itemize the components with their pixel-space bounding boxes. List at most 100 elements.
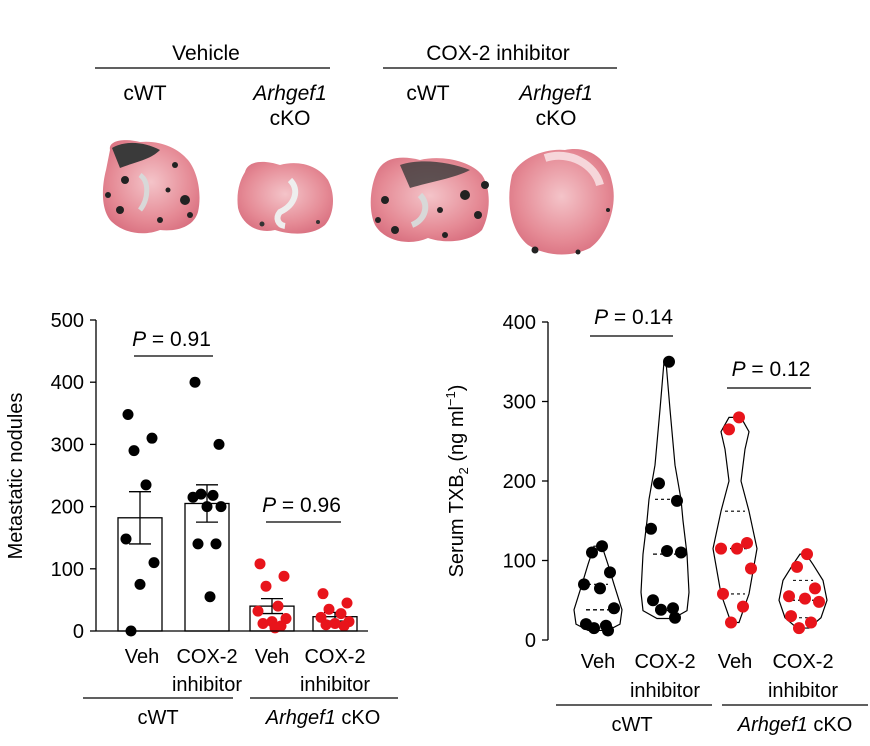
left-chart-marks: P = 0.91 P = 0.96 (96, 328, 368, 637)
data-point (122, 409, 134, 421)
genotype-label-4: Arhgef1 (517, 82, 593, 105)
data-point (801, 548, 813, 561)
data-point (252, 605, 264, 617)
data-point (667, 602, 679, 615)
right-y-axis: 0 100 200 300 400 (503, 312, 549, 652)
data-point (655, 603, 667, 616)
right-y-tick-label: 0 (525, 630, 536, 652)
data-point (663, 355, 675, 368)
data-point (578, 578, 590, 591)
genotype-label-2-suffix: cKO (270, 107, 311, 130)
data-point (602, 624, 614, 637)
data-point (257, 618, 269, 630)
data-point (733, 411, 745, 424)
serum-txb2-chart: 0 100 200 300 400 Serum TXB2 (ng ml−1) P = 0… (443, 306, 868, 736)
data-point (723, 423, 735, 436)
data-point (725, 616, 737, 629)
data-point (120, 533, 132, 545)
x-tick-label: Veh (581, 651, 615, 673)
data-point (335, 608, 347, 620)
left-y-axis-label: Metastatic nodules (5, 393, 27, 560)
data-point (260, 580, 272, 592)
data-point (661, 544, 673, 557)
data-point (210, 538, 222, 550)
data-point (717, 587, 729, 600)
data-point (669, 611, 681, 624)
data-point (187, 491, 199, 503)
x-tick-label-line2: inhibitor (630, 680, 700, 702)
lung-photo-cwt-vehicle (102, 140, 200, 234)
data-point (329, 618, 341, 630)
data-point (586, 546, 598, 559)
data-point (745, 562, 757, 575)
group-label-ko: Arhgef1 cKO (737, 714, 853, 736)
data-point (671, 494, 683, 507)
lung-photo-cwt-cox2 (370, 157, 489, 242)
x-tick-label: COX-2 (176, 646, 237, 668)
data-point (809, 582, 821, 595)
data-point (608, 602, 620, 615)
data-point (189, 376, 201, 388)
x-tick-label: COX-2 (304, 646, 365, 668)
metastatic-nodules-chart: 0 100 200 300 400 500 Metastatic nodules P = … (5, 310, 398, 729)
data-point (805, 616, 817, 629)
data-point (213, 438, 225, 450)
data-point (785, 610, 797, 623)
data-point (793, 622, 805, 635)
data-point (653, 477, 665, 490)
x-tick-label-line2: inhibitor (172, 674, 242, 696)
violin (640, 361, 690, 620)
genotype-label-4-suffix: cKO (536, 107, 577, 130)
data-point (128, 445, 140, 457)
lung-photo-ko-cox2 (509, 149, 614, 255)
right-y-axis-label: Serum TXB2 (ng ml−1) (443, 385, 471, 578)
treatment-label-cox2: COX-2 inhibitor (426, 42, 570, 65)
x-tick-label: Veh (125, 646, 159, 668)
x-tick-label-line2: inhibitor (300, 674, 370, 696)
right-chart-marks: P = 0.14 P = 0.12 (573, 306, 828, 637)
x-tick-label: COX-2 (634, 651, 695, 673)
data-point (341, 597, 353, 609)
data-point (799, 592, 811, 605)
left-group-labels: cWT Arhgef1 cKO (83, 697, 398, 729)
group-label-ko: Arhgef1 cKO (265, 707, 381, 729)
data-point (675, 546, 687, 559)
data-point (813, 595, 825, 608)
right-y-tick-label: 200 (503, 471, 536, 493)
data-point (146, 432, 158, 444)
data-point (192, 538, 204, 550)
p-value-label: P = 0.96 (262, 494, 341, 517)
data-point (204, 591, 216, 603)
left-y-tick-label: 100 (51, 559, 84, 581)
data-point (741, 537, 753, 550)
left-y-tick-label: 400 (51, 372, 84, 394)
data-point (588, 622, 600, 635)
data-point (140, 479, 152, 491)
data-point (317, 588, 329, 600)
data-point (269, 622, 281, 634)
data-point (783, 590, 795, 603)
group-label-cwt: cWT (137, 707, 178, 729)
left-y-tick-label: 300 (51, 434, 84, 456)
data-point (323, 603, 335, 615)
x-tick-label: Veh (718, 651, 752, 673)
left-y-tick-label: 200 (51, 497, 84, 519)
genotype-label-2: Arhgef1 (251, 82, 327, 105)
right-y-tick-label: 400 (503, 312, 536, 334)
violin (778, 553, 828, 629)
group-label-cwt: cWT (611, 714, 652, 736)
data-point (715, 542, 727, 555)
treatment-header-cox2: COX-2 inhibitor (383, 42, 617, 69)
right-group-labels: cWT Arhgef1 cKO (556, 704, 868, 736)
data-point (596, 540, 608, 553)
data-point (338, 620, 350, 632)
data-point (791, 560, 803, 573)
treatment-label-vehicle: Vehicle (172, 42, 240, 65)
data-point (604, 566, 616, 579)
data-point (645, 522, 657, 535)
right-x-tick-labels: Veh COX-2 inhibitor Veh COX-2 inhibitor (581, 651, 839, 702)
data-point (148, 557, 160, 569)
data-point (272, 600, 284, 612)
left-x-tick-labels: Veh COX-2 inhibitor Veh COX-2 inhibitor (125, 646, 371, 696)
genotype-label-1: cWT (123, 82, 166, 105)
